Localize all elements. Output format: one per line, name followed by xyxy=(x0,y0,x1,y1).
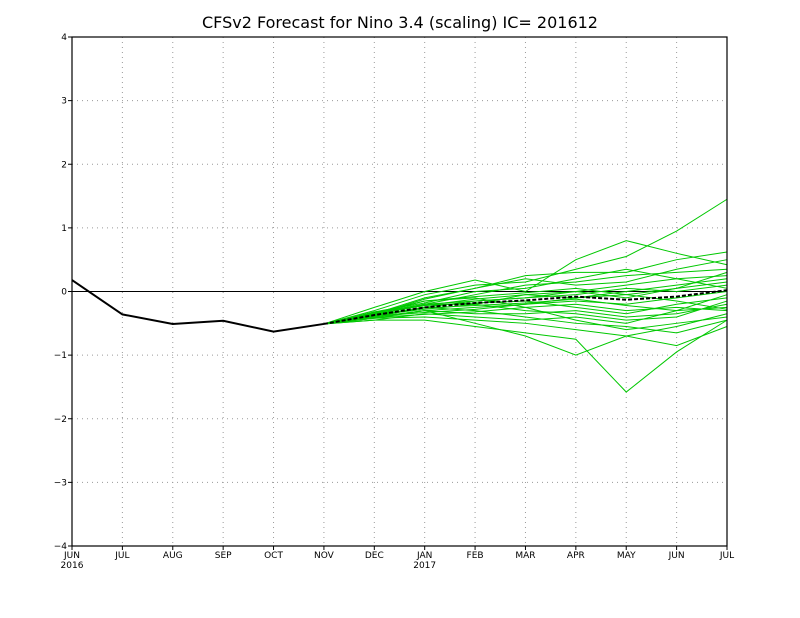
ensemble-members xyxy=(323,198,728,393)
ensemble-member-line xyxy=(323,297,728,325)
y-tick-label: 0 xyxy=(61,288,67,298)
x-tick-label: JUN xyxy=(668,551,685,561)
y-tick-label: 3 xyxy=(61,97,67,107)
y-tick-label: −2 xyxy=(54,415,67,425)
x-tick-label: MAY xyxy=(617,551,636,561)
x-axis-ticks: JUN JUL AUG SEP OCT NOV DEC JAN FEB MAR APR MAY JUN J… xyxy=(61,546,734,571)
x-tick-label: APR xyxy=(567,551,585,561)
x-tick-label: MAR xyxy=(515,551,535,561)
chart-title: CFSv2 Forecast for Nino 3.4 (scaling) IC… xyxy=(202,13,598,32)
x-year-label: 2016 xyxy=(61,561,84,571)
ensemble-member-line xyxy=(323,198,728,325)
ensemble-member-line xyxy=(323,278,728,325)
ensemble-member-line xyxy=(323,240,728,325)
y-tick-label: −1 xyxy=(54,351,67,361)
ensemble-member-line xyxy=(323,319,728,393)
ensemble-member-line xyxy=(323,271,728,325)
y-tick-label: −4 xyxy=(54,542,68,552)
x-tick-label: JUN xyxy=(63,551,80,561)
ensemble-member-line xyxy=(323,259,728,325)
y-tick-label: 2 xyxy=(61,160,67,170)
ensemble-mean-series xyxy=(323,289,728,325)
x-tick-label: OCT xyxy=(264,551,283,561)
x-tick-label: SEP xyxy=(215,551,232,561)
x-year-label: 2017 xyxy=(413,561,436,571)
x-tick-label: DEC xyxy=(365,551,384,561)
y-tick-label: 1 xyxy=(61,224,67,234)
observed-series xyxy=(71,279,325,333)
x-tick-label: JAN xyxy=(416,551,432,561)
x-tick-label: NOV xyxy=(314,551,335,561)
y-tick-label: −3 xyxy=(54,478,67,488)
x-tick-label: FEB xyxy=(467,551,484,561)
x-tick-label: AUG xyxy=(163,551,183,561)
y-tick-label: 4 xyxy=(61,33,67,43)
ensemble-mean-line xyxy=(323,289,728,325)
y-axis-ticks: 4 3 2 1 0 −1 −2 −3 −4 xyxy=(54,33,72,552)
x-tick-label: JUL xyxy=(719,551,734,561)
x-tick-label: JUL xyxy=(114,551,129,561)
ensemble-member-line xyxy=(323,313,728,337)
observed-line xyxy=(71,279,325,333)
ensemble-member-line xyxy=(323,306,728,331)
